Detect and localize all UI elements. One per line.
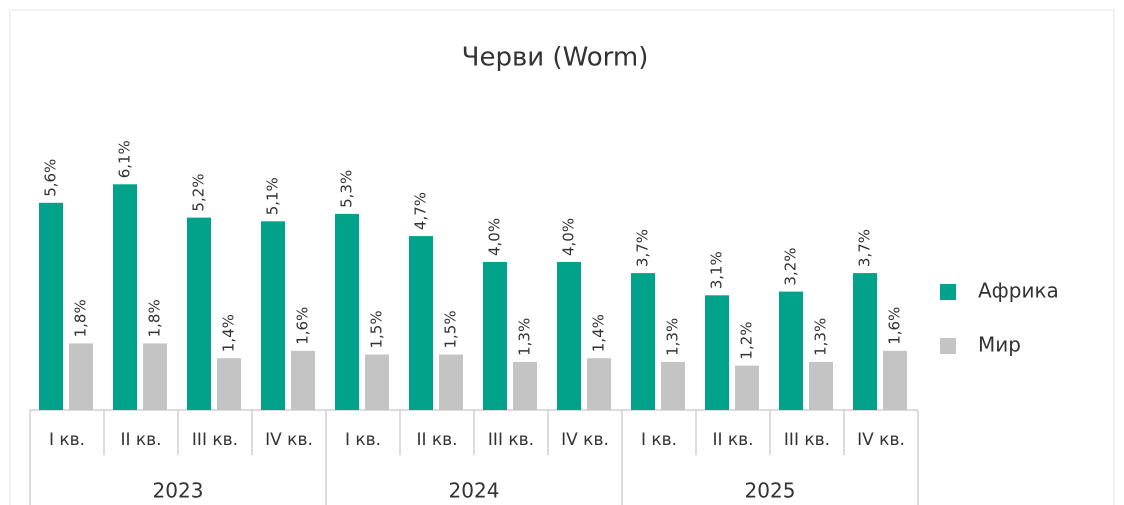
data-label: 4,0%: [560, 218, 578, 256]
data-label: 1,8%: [146, 299, 164, 337]
x-tick-label: IV кв.: [265, 430, 313, 450]
data-label: 5,2%: [190, 173, 208, 211]
bar: [187, 217, 211, 410]
bar: [335, 213, 359, 410]
data-label: 3,7%: [856, 229, 874, 267]
data-label: 1,2%: [738, 321, 756, 359]
x-tick-label: I кв.: [49, 430, 85, 450]
legend-swatch: [940, 284, 956, 300]
bar: [735, 365, 759, 410]
chart-frame: [9, 9, 1115, 505]
bar: [809, 361, 833, 410]
bar: [631, 273, 655, 410]
legend-swatch: [940, 338, 956, 354]
bar: [779, 291, 803, 410]
data-label: 1,5%: [442, 310, 460, 348]
group-label: 2025: [745, 479, 796, 503]
bar: [587, 358, 611, 410]
x-tick-label: IV кв.: [857, 430, 905, 450]
bar: [557, 262, 581, 410]
legend-label: Мир: [978, 333, 1021, 357]
x-tick-label: I кв.: [345, 430, 381, 450]
x-tick-label: III кв.: [784, 430, 830, 450]
bar: [409, 236, 433, 410]
bar: [143, 343, 167, 410]
bar: [439, 354, 463, 410]
x-tick-label: I кв.: [641, 430, 677, 450]
data-label: 5,6%: [42, 159, 60, 197]
data-label: 1,8%: [72, 299, 90, 337]
x-tick-label: II кв.: [416, 430, 457, 450]
data-label: 1,6%: [294, 307, 312, 345]
data-label: 1,3%: [812, 318, 830, 356]
data-label: 5,3%: [338, 170, 356, 208]
bar: [883, 350, 907, 410]
bar: [513, 361, 537, 410]
data-label: 1,4%: [220, 314, 238, 352]
bar: [113, 184, 137, 410]
bar: [483, 262, 507, 410]
bar: [261, 221, 285, 410]
data-label: 5,1%: [264, 177, 282, 215]
bar: [69, 343, 93, 410]
data-label: 6,1%: [116, 140, 134, 178]
data-label: 4,0%: [486, 218, 504, 256]
bar: [853, 273, 877, 410]
bar: [661, 361, 685, 410]
bar: [365, 354, 389, 410]
data-label: 1,3%: [664, 318, 682, 356]
group-label: 2024: [449, 479, 500, 503]
x-tick-label: II кв.: [712, 430, 753, 450]
bar: [291, 350, 315, 410]
x-tick-label: III кв.: [192, 430, 238, 450]
data-label: 4,7%: [412, 192, 430, 230]
x-tick-label: IV кв.: [561, 430, 609, 450]
group-label: 2023: [153, 479, 204, 503]
data-label: 1,3%: [516, 318, 534, 356]
legend-label: Африка: [978, 279, 1059, 303]
data-label: 3,1%: [708, 251, 726, 289]
bar: [217, 358, 241, 410]
data-label: 1,5%: [368, 310, 386, 348]
bar: [705, 295, 729, 410]
data-label: 3,2%: [782, 247, 800, 285]
data-label: 1,6%: [886, 307, 904, 345]
x-tick-label: III кв.: [488, 430, 534, 450]
x-tick-label: II кв.: [120, 430, 161, 450]
data-label: 1,4%: [590, 314, 608, 352]
bar: [39, 202, 63, 410]
chart-title: Черви (Worm): [462, 43, 649, 73]
data-label: 3,7%: [634, 229, 652, 267]
